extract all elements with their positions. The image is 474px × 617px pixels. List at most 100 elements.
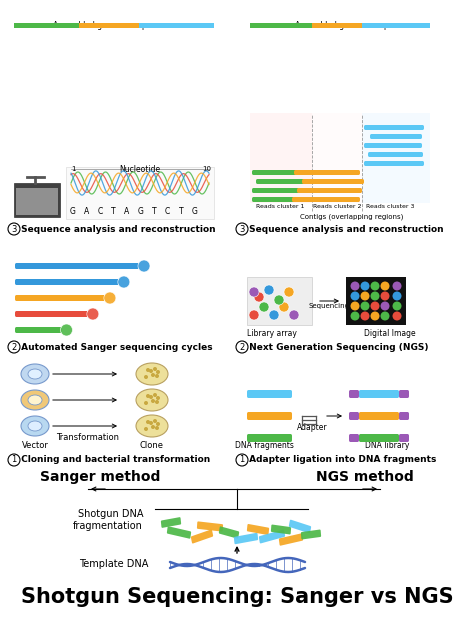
FancyBboxPatch shape — [252, 197, 314, 202]
Ellipse shape — [350, 312, 359, 320]
Bar — [79, 23, 139, 28]
FancyBboxPatch shape — [399, 390, 409, 398]
Text: A: A — [90, 311, 96, 317]
Ellipse shape — [21, 364, 49, 384]
Bar — [16, 188, 58, 215]
Text: Cloning and bacterial transformation: Cloning and bacterial transformation — [18, 455, 210, 465]
FancyBboxPatch shape — [294, 170, 360, 175]
Ellipse shape — [28, 395, 42, 405]
FancyBboxPatch shape — [349, 434, 359, 442]
Ellipse shape — [371, 281, 380, 291]
Text: Transformation: Transformation — [56, 434, 119, 442]
FancyBboxPatch shape — [370, 134, 422, 139]
Text: Sanger method: Sanger method — [40, 470, 160, 484]
Text: G: G — [137, 207, 144, 217]
Bar — [346, 277, 406, 325]
Ellipse shape — [371, 302, 380, 310]
Bar — [362, 113, 430, 203]
Text: C: C — [121, 279, 127, 285]
Bar — [247, 277, 312, 325]
FancyBboxPatch shape — [364, 161, 424, 166]
Ellipse shape — [136, 389, 168, 411]
Ellipse shape — [249, 287, 259, 297]
FancyBboxPatch shape — [247, 524, 269, 535]
Text: Next Generation Sequencing (NGS): Next Generation Sequencing (NGS) — [246, 342, 428, 352]
FancyBboxPatch shape — [289, 520, 311, 533]
FancyBboxPatch shape — [259, 529, 285, 544]
FancyBboxPatch shape — [247, 434, 292, 442]
Text: Shotgun DNA
fragmentation: Shotgun DNA fragmentation — [73, 509, 143, 531]
FancyBboxPatch shape — [301, 529, 321, 539]
Ellipse shape — [392, 291, 401, 300]
Ellipse shape — [149, 369, 153, 373]
Ellipse shape — [149, 421, 153, 425]
Ellipse shape — [350, 281, 359, 291]
Text: DNA fragments: DNA fragments — [235, 442, 293, 450]
FancyBboxPatch shape — [197, 521, 223, 532]
Ellipse shape — [155, 426, 159, 430]
FancyBboxPatch shape — [399, 434, 409, 442]
Ellipse shape — [21, 390, 49, 410]
Text: Clone: Clone — [140, 442, 164, 450]
Ellipse shape — [381, 281, 390, 291]
Text: Shotgun Sequencing: Sanger vs NGS: Shotgun Sequencing: Sanger vs NGS — [21, 587, 453, 607]
Bar — [362, 23, 430, 28]
Text: 2: 2 — [11, 342, 17, 352]
Ellipse shape — [28, 369, 42, 379]
FancyBboxPatch shape — [359, 434, 399, 442]
FancyBboxPatch shape — [247, 390, 292, 398]
Text: Sequencing: Sequencing — [309, 303, 349, 309]
FancyBboxPatch shape — [15, 295, 105, 301]
Text: 1: 1 — [239, 455, 245, 465]
Text: Nucleotide: Nucleotide — [119, 165, 161, 173]
Text: T: T — [179, 207, 183, 217]
Text: NGS method: NGS method — [316, 470, 414, 484]
Text: Reads cluster 2: Reads cluster 2 — [313, 204, 361, 210]
Text: G: G — [141, 263, 147, 269]
Text: Digital Image: Digital Image — [364, 328, 416, 337]
FancyBboxPatch shape — [364, 143, 422, 148]
FancyBboxPatch shape — [256, 179, 311, 184]
FancyBboxPatch shape — [271, 524, 291, 534]
Ellipse shape — [361, 302, 370, 310]
Text: Contigs (overlapping regions): Contigs (overlapping regions) — [301, 213, 404, 220]
FancyBboxPatch shape — [297, 188, 362, 193]
Text: 10: 10 — [202, 166, 211, 172]
Text: 3: 3 — [239, 225, 245, 233]
Ellipse shape — [136, 415, 168, 437]
Text: Library array: Library array — [247, 328, 297, 337]
Text: G: G — [70, 207, 76, 217]
Ellipse shape — [259, 302, 269, 312]
FancyBboxPatch shape — [247, 412, 292, 420]
Ellipse shape — [279, 302, 289, 312]
Ellipse shape — [264, 285, 274, 295]
Ellipse shape — [269, 310, 279, 320]
Text: Vector: Vector — [21, 442, 48, 450]
Text: Reads cluster 3: Reads cluster 3 — [366, 204, 414, 210]
Bar — [14, 183, 60, 217]
Ellipse shape — [104, 292, 116, 304]
FancyBboxPatch shape — [161, 517, 181, 528]
Ellipse shape — [381, 302, 390, 310]
Text: 3: 3 — [11, 225, 17, 233]
Text: Adapter: Adapter — [297, 423, 328, 433]
Ellipse shape — [153, 419, 157, 423]
FancyBboxPatch shape — [368, 152, 423, 157]
Text: T: T — [64, 327, 69, 333]
Ellipse shape — [350, 291, 359, 300]
Ellipse shape — [249, 310, 259, 320]
Text: 1: 1 — [11, 455, 17, 465]
Ellipse shape — [392, 281, 401, 291]
Ellipse shape — [138, 260, 150, 272]
FancyBboxPatch shape — [252, 170, 312, 175]
Text: Sequence analysis and reconstruction: Sequence analysis and reconstruction — [246, 225, 444, 233]
FancyBboxPatch shape — [219, 526, 239, 539]
Ellipse shape — [151, 425, 155, 429]
FancyBboxPatch shape — [292, 197, 360, 202]
Ellipse shape — [61, 324, 73, 336]
Text: T: T — [152, 207, 156, 217]
Ellipse shape — [381, 291, 390, 300]
FancyBboxPatch shape — [167, 526, 191, 539]
Bar — [312, 23, 362, 28]
Bar — [250, 23, 312, 28]
